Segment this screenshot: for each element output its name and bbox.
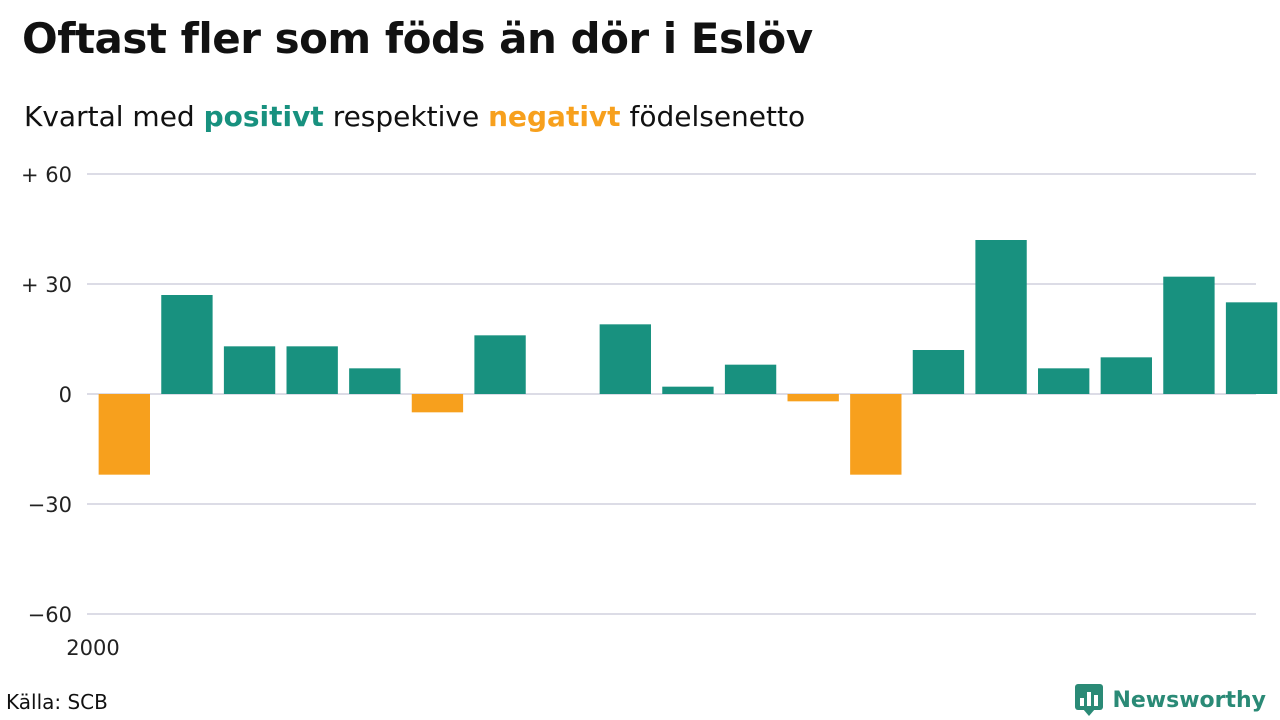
bar-negative <box>98 394 150 475</box>
bar-positive <box>474 335 526 394</box>
bar-positive <box>349 368 401 394</box>
bar-negative <box>787 394 839 402</box>
subtitle-suffix: födelsenetto <box>629 100 806 133</box>
y-tick-label: + 30 <box>21 273 72 297</box>
y-tick-label: −30 <box>28 493 72 517</box>
bar-positive <box>912 350 965 394</box>
y-tick-label: + 60 <box>21 163 72 187</box>
bar-positive <box>286 346 338 394</box>
bar-negative <box>411 394 464 413</box>
subtitle-negative-word: negativt <box>488 100 621 133</box>
subtitle-middle: respektive <box>332 100 480 133</box>
bar-positive <box>975 240 1027 394</box>
brand-name: Newsworthy <box>1112 687 1266 713</box>
bar-positive <box>599 324 651 394</box>
newsworthy-logo-icon <box>1075 684 1104 716</box>
chart-subtitle: Kvartal med positivt respektive negativt… <box>24 100 805 133</box>
bar-positive <box>1163 276 1215 394</box>
y-tick-label: −60 <box>28 603 72 627</box>
chart-title: Oftast fler som föds än dör i Eslöv <box>22 14 813 63</box>
source-note: Källa: SCB <box>6 690 108 714</box>
bar-positive <box>1100 357 1152 394</box>
bar-positive <box>1225 302 1278 394</box>
bar-negative <box>850 394 902 475</box>
bar-positive <box>223 346 276 394</box>
x-tick-label: 2000 <box>66 636 119 660</box>
y-tick-label: 0 <box>59 383 72 407</box>
subtitle-prefix: Kvartal med <box>24 100 195 133</box>
bar-chart: + 60+ 300−30−6020002005201020152020 <box>21 163 1278 660</box>
bar-positive <box>161 295 213 394</box>
brand-logo: Newsworthy <box>1074 683 1266 717</box>
bar-positive <box>662 386 714 394</box>
bar-positive <box>724 364 777 394</box>
bar-positive <box>1038 368 1090 394</box>
subtitle-positive-word: positivt <box>203 100 324 133</box>
